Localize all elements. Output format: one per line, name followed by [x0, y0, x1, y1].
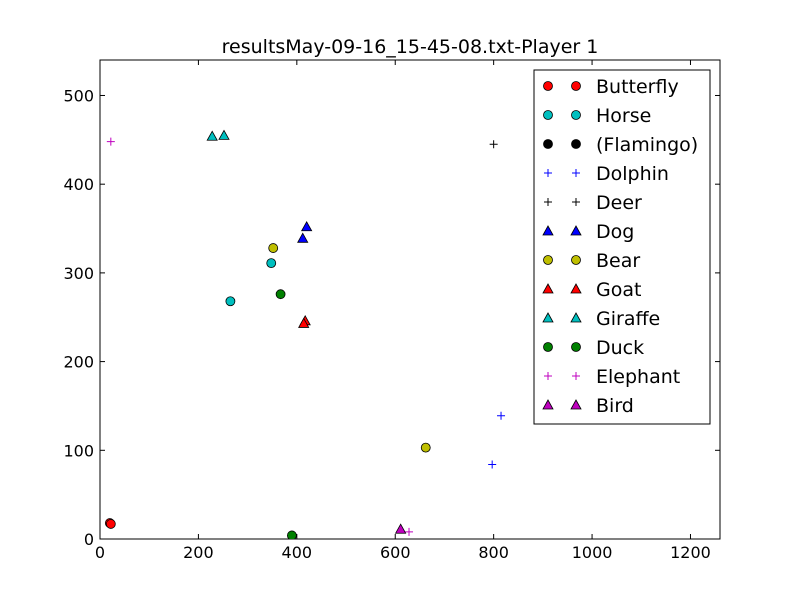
- data-point: [420, 442, 431, 453]
- legend-label: Giraffe: [596, 308, 660, 330]
- data-point: [225, 296, 236, 307]
- data-point: [275, 289, 286, 300]
- legend: Butterfly Horse (Flamingo) Dolphin Deer Dog Be…: [533, 69, 711, 425]
- legend-marker: [542, 399, 554, 410]
- x-tick-label: 400: [282, 543, 313, 562]
- y-tick-label: 0: [84, 530, 94, 549]
- data-point: [287, 530, 297, 539]
- legend-marker: [572, 198, 580, 206]
- legend-label: (Flamingo): [596, 134, 698, 156]
- chart-title: resultsMay-09-16_15-45-08.txt-Player 1: [222, 36, 599, 58]
- legend-marker: [542, 312, 554, 323]
- data-point: [105, 519, 116, 529]
- plot-frame: [99, 59, 721, 540]
- data-point: [394, 523, 407, 534]
- legend-marker: [544, 198, 552, 206]
- legend-marker: [571, 139, 581, 149]
- legend-marker: [570, 399, 582, 410]
- data-point: [218, 129, 230, 140]
- data-points: [104, 129, 506, 539]
- x-tick-label: 800: [478, 543, 509, 562]
- legend-box: [533, 69, 711, 425]
- legend-marker: [542, 283, 554, 294]
- data-point: [206, 130, 218, 141]
- data-point: [488, 460, 497, 469]
- legend-label: Horse: [596, 105, 651, 127]
- x-tick-label: 1200: [670, 543, 711, 562]
- y-tick-label: 100: [63, 441, 94, 460]
- data-point: [106, 137, 115, 146]
- data-point: [489, 140, 498, 149]
- legend-label: Deer: [596, 192, 642, 214]
- legend-marker: [543, 342, 553, 352]
- y-tick-label: 400: [63, 175, 94, 194]
- legend-marker: [543, 81, 553, 91]
- legend-label: Elephant: [596, 366, 680, 388]
- x-tick-label: 200: [183, 543, 214, 562]
- legend-label: Dog: [596, 221, 634, 243]
- legend-label: Bird: [596, 395, 634, 417]
- x-tick-label: 1000: [572, 543, 613, 562]
- legend-marker: [544, 169, 552, 177]
- y-tick-label: 300: [63, 264, 94, 283]
- legend-label: Duck: [596, 337, 644, 359]
- data-point: [297, 232, 309, 243]
- legend-label: Dolphin: [596, 163, 669, 185]
- data-point: [497, 411, 506, 420]
- legend-marker: [542, 225, 554, 236]
- data-point: [266, 258, 277, 269]
- legend-label: Goat: [596, 279, 641, 301]
- legend-marker: [544, 372, 552, 380]
- legend-label: Bear: [596, 250, 640, 272]
- legend-marker: [570, 283, 582, 294]
- legend-marker: [570, 225, 582, 236]
- x-tick-label: 0: [95, 543, 105, 562]
- legend-marker: [571, 342, 581, 352]
- data-point: [268, 243, 279, 253]
- data-point: [405, 527, 414, 536]
- y-tick-label: 200: [63, 353, 94, 372]
- legend-marker: [571, 110, 581, 120]
- legend-marker: [570, 312, 582, 323]
- y-tick-label: 500: [63, 86, 94, 105]
- legend-marker: [572, 169, 580, 177]
- legend-marker: [572, 372, 580, 380]
- legend-marker: [571, 81, 581, 91]
- data-point: [300, 220, 313, 232]
- legend-marker: [543, 255, 553, 265]
- legend-marker: [571, 255, 581, 265]
- legend-label: Butterfly: [596, 76, 679, 98]
- legend-marker: [543, 139, 553, 149]
- legend-marker: [543, 110, 553, 120]
- axis-ticks: 0 200 400 600 800 1000 1200 0 100 200 300 400 500: [63, 60, 720, 562]
- x-tick-label: 600: [380, 543, 411, 562]
- data-point: [298, 317, 310, 328]
